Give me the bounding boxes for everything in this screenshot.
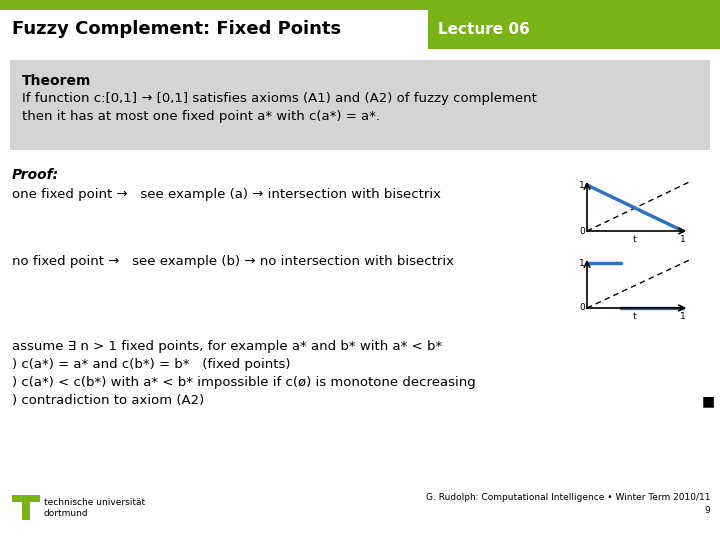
Bar bbox=[565, 177, 695, 245]
Text: ) c(a*) < c(b*) with a* < b* impossible if c(ø) is monotone decreasing: ) c(a*) < c(b*) with a* < b* impossible … bbox=[12, 376, 476, 389]
Text: Fuzzy Complement: Fixed Points: Fuzzy Complement: Fixed Points bbox=[12, 21, 341, 38]
Text: G. Rudolph: Computational Intelligence • Winter Term 2010/11: G. Rudolph: Computational Intelligence •… bbox=[426, 493, 710, 502]
Text: 0: 0 bbox=[580, 226, 585, 235]
Bar bbox=[0, 0, 720, 10]
Text: Lecture 06: Lecture 06 bbox=[438, 22, 530, 37]
Text: Theorem: Theorem bbox=[22, 74, 91, 88]
Text: 1: 1 bbox=[580, 259, 585, 267]
Text: 1: 1 bbox=[580, 180, 585, 190]
Text: ■: ■ bbox=[702, 394, 715, 408]
Bar bbox=[10, 60, 710, 150]
Bar bbox=[22, 502, 30, 520]
Text: technische universität: technische universität bbox=[44, 498, 145, 507]
Text: t: t bbox=[633, 235, 636, 244]
Text: ) c(a*) = a* and c(b*) = b*   (fixed points): ) c(a*) = a* and c(b*) = b* (fixed point… bbox=[12, 358, 290, 371]
Text: one fixed point →   see example (a) → intersection with bisectrix: one fixed point → see example (a) → inte… bbox=[12, 188, 441, 201]
Text: t: t bbox=[633, 312, 636, 321]
Text: If function c:[0,1] → [0,1] satisfies axioms (A1) and (A2) of fuzzy complement: If function c:[0,1] → [0,1] satisfies ax… bbox=[22, 92, 537, 105]
Text: 1: 1 bbox=[680, 312, 686, 321]
Text: 1: 1 bbox=[680, 235, 686, 244]
Text: Proof:: Proof: bbox=[12, 168, 59, 182]
Bar bbox=[0, 10, 428, 49]
Text: no fixed point →   see example (b) → no intersection with bisectrix: no fixed point → see example (b) → no in… bbox=[12, 255, 454, 268]
Text: dortmund: dortmund bbox=[44, 509, 89, 518]
Text: ) contradiction to axiom (A2): ) contradiction to axiom (A2) bbox=[12, 394, 204, 407]
Bar bbox=[428, 10, 720, 49]
Text: then it has at most one fixed point a* with c(a*) = a*.: then it has at most one fixed point a* w… bbox=[22, 110, 380, 123]
Text: 0: 0 bbox=[580, 303, 585, 313]
Text: 9: 9 bbox=[704, 506, 710, 515]
Bar bbox=[565, 255, 695, 322]
Text: assume ∃ n > 1 fixed points, for example a* and b* with a* < b*: assume ∃ n > 1 fixed points, for example… bbox=[12, 340, 442, 353]
Bar bbox=[12, 495, 40, 502]
